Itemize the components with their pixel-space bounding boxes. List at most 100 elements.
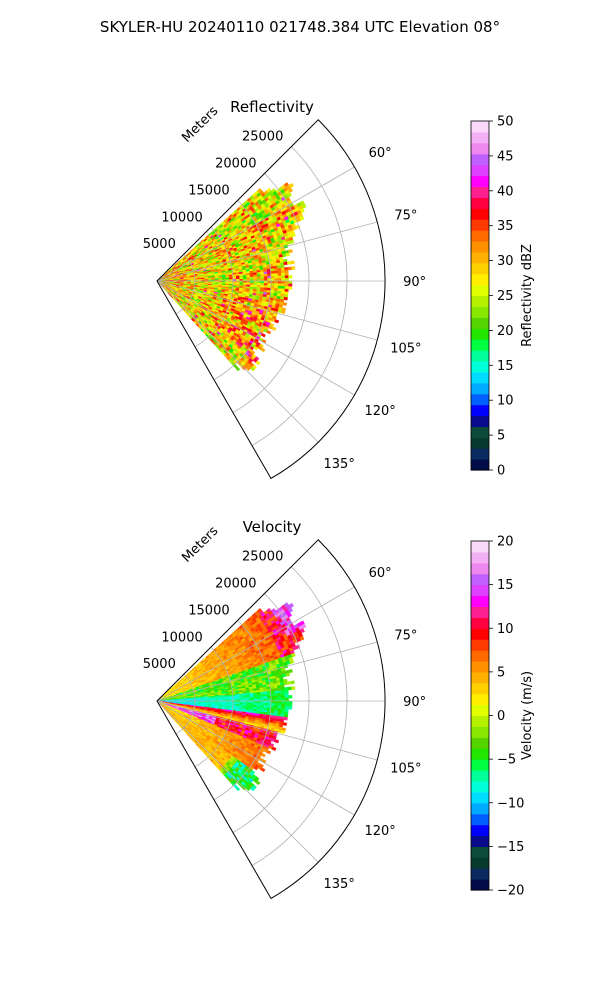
data-cell [246,702,251,706]
colorbar-segment [471,273,489,286]
data-cell [270,287,275,292]
data-cell [270,270,275,275]
colorbar-label: Reflectivity dBZ [520,244,535,347]
data-cell [281,278,286,282]
data-cell [242,276,247,280]
colorbar-segment [471,382,489,395]
colorbar-segment [471,371,489,384]
data-cell [286,192,293,198]
data-cell [284,283,289,287]
data-cell [256,702,261,706]
data-cell [283,296,288,301]
range-tick-label: 25000 [242,130,283,145]
colorbar-segment [471,251,489,264]
data-cell [263,271,268,275]
data-cell [270,275,275,279]
colorbar-segment [471,295,489,308]
data-cell [281,275,286,279]
data-cell [277,692,282,697]
colorbar-segment [471,240,489,253]
data-cell [277,275,282,279]
data-cell [256,696,261,700]
data-cell [239,275,244,278]
data-cell [274,703,279,707]
data-cell [288,182,295,189]
data-cell [284,280,289,285]
colorbar-segment [471,219,489,231]
data-cell [270,268,275,272]
data-cell [284,266,289,271]
range-axis-label: Meters [179,104,221,146]
data-cell [235,277,240,280]
colorbar-segment [471,230,489,242]
data-cell [270,688,275,692]
data-cell [291,686,296,690]
data-cell [270,707,275,712]
data-cell [299,208,305,214]
data-cell [281,695,286,699]
data-cell [290,260,295,265]
data-cell [274,319,280,324]
data-cell [288,275,293,279]
data-cell [239,695,244,698]
data-cell [284,697,289,702]
colorbar-segment [471,437,489,449]
data-cell [274,739,280,744]
data-cell [239,702,244,705]
data-cell [277,270,282,274]
data-cell [299,215,305,221]
data-cell [288,706,293,710]
data-cell [286,261,292,265]
reflectivity-title: Reflectivity [230,98,314,116]
colorbar-tick-label: 30 [497,254,514,269]
colorbar-tick-label: 15 [497,359,514,374]
data-cell [256,276,261,280]
data-cell [246,694,251,698]
data-cell [284,695,289,699]
data-cell [263,691,268,695]
data-cell [281,700,286,704]
data-cell [270,695,275,699]
data-cell [286,681,292,685]
colorbar-segment [471,306,489,318]
colorbar-segment [471,328,489,340]
data-cell [263,693,268,697]
data-cell [287,266,292,271]
data-cell [271,326,277,331]
data-cell [277,285,282,290]
figure-suptitle: SKYLER-HU 20240110 021748.384 UTC Elevat… [100,18,500,36]
colorbar-tick-label: 25 [497,289,514,304]
data-cell [287,686,292,691]
data-cell [246,696,251,700]
data-cell [281,285,286,290]
data-cell [284,277,289,282]
colorbar-tick-label: 35 [497,219,514,234]
data-cell [280,690,286,694]
colorbar-segment [471,175,489,188]
colorbar-segment [471,153,489,166]
data-cell [261,333,266,338]
data-cell [246,282,251,286]
range-tick-label: 10000 [161,210,202,225]
data-cell [253,276,258,280]
data-cell [277,272,282,277]
data-cell [277,695,282,699]
colorbar-segment [471,186,489,198]
data-cell [284,700,289,705]
range-tick-label: 20000 [215,157,256,172]
colorbar-segment [471,284,489,297]
data-cell [281,283,286,287]
data-cell [277,283,282,287]
data-cell [287,187,294,193]
data-cell [285,252,290,257]
data-cell [263,702,268,706]
data-cell [281,280,286,284]
data-cell [281,692,286,697]
data-cell [222,277,226,280]
data-cell [274,705,279,709]
velocity-title: Velocity [243,518,302,536]
reflectivity-panel: Reflectivity50001000015000200002500060°7… [143,98,535,480]
data-cell [277,705,282,710]
colorbar-segment [471,459,489,471]
